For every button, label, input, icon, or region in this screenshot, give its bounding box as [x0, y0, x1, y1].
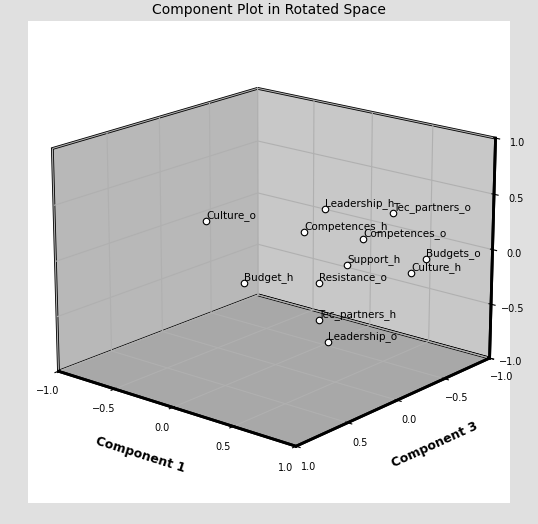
Title: Component Plot in Rotated Space: Component Plot in Rotated Space: [152, 3, 386, 17]
Y-axis label: Component 3: Component 3: [390, 420, 479, 470]
X-axis label: Component 1: Component 1: [95, 434, 187, 475]
